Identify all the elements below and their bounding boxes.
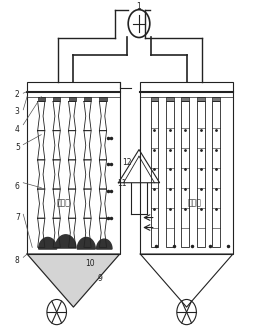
Bar	[38, 96, 45, 102]
Bar	[53, 96, 60, 102]
Bar	[84, 96, 91, 102]
Bar	[151, 96, 158, 102]
Text: 5: 5	[15, 143, 20, 152]
Text: 过滤中: 过滤中	[187, 198, 201, 207]
Bar	[212, 96, 220, 102]
Bar	[140, 82, 233, 254]
Bar	[197, 96, 205, 102]
Text: 2: 2	[15, 90, 20, 99]
Bar	[197, 102, 205, 247]
Text: 9: 9	[98, 274, 103, 283]
Text: 滤尘中: 滤尘中	[56, 198, 70, 207]
Polygon shape	[39, 238, 57, 249]
Text: 3: 3	[15, 107, 20, 116]
Bar	[151, 102, 158, 247]
Text: 12: 12	[122, 158, 132, 168]
Text: 10: 10	[85, 260, 95, 268]
Bar	[212, 102, 220, 247]
Text: 6: 6	[15, 182, 20, 191]
Polygon shape	[55, 235, 76, 248]
Bar	[181, 102, 189, 247]
Bar	[99, 96, 107, 102]
Bar	[166, 96, 174, 102]
Text: 8: 8	[15, 256, 20, 265]
Bar	[69, 96, 76, 102]
Text: 11: 11	[117, 179, 127, 188]
Polygon shape	[96, 239, 112, 249]
Bar	[181, 96, 189, 102]
Text: 1: 1	[136, 2, 141, 11]
Bar	[27, 82, 120, 254]
Text: 4: 4	[15, 125, 20, 134]
Text: 7: 7	[15, 213, 20, 222]
Polygon shape	[27, 254, 120, 307]
Polygon shape	[77, 238, 95, 249]
Bar	[166, 102, 174, 247]
